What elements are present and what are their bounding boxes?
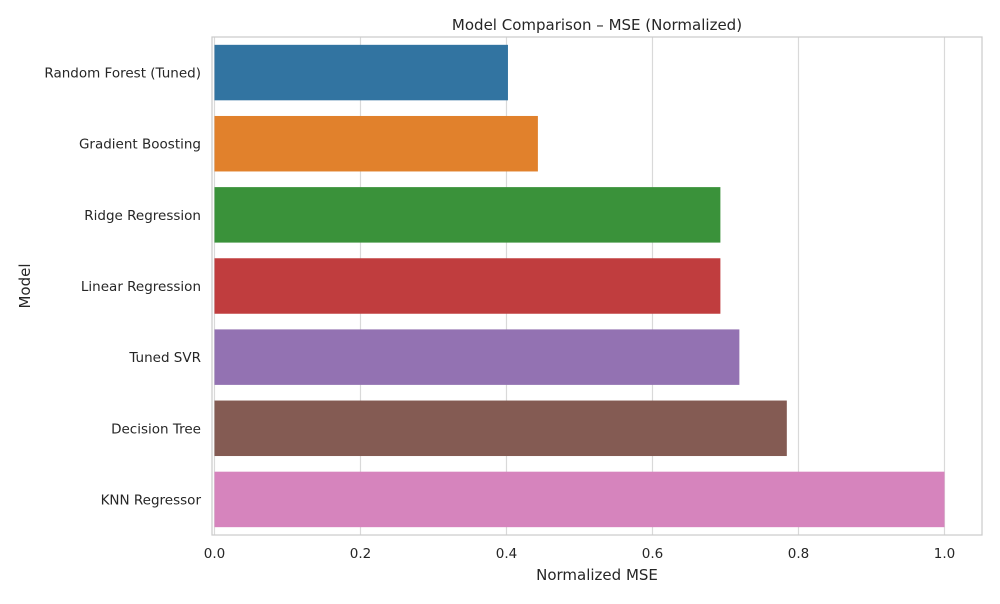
x-tick-label: 0.2 (350, 546, 371, 562)
bar (214, 115, 538, 172)
x-tick-label: 0.0 (204, 546, 225, 562)
bar (214, 258, 721, 314)
bar (214, 471, 945, 528)
x-tick-label: 1.0 (934, 546, 955, 562)
x-tick-label: 0.4 (496, 546, 517, 562)
x-tick-label: 0.8 (788, 546, 809, 562)
x-tick-labels: 0.0 0.2 0.4 0.6 0.8 1.0 (204, 546, 955, 562)
bar (214, 187, 721, 243)
y-tick-label: Decision Tree (111, 421, 201, 437)
x-axis-label: Normalized MSE (536, 566, 658, 584)
bars-layer (214, 44, 945, 528)
y-tick-label: Linear Regression (81, 279, 201, 295)
y-tick-label: Tuned SVR (128, 350, 201, 366)
y-tick-label: Ridge Regression (84, 208, 201, 224)
y-tick-label: Random Forest (Tuned) (44, 66, 201, 82)
y-tick-label: Gradient Boosting (79, 137, 201, 153)
bar (214, 329, 740, 385)
y-tick-labels: Random Forest (Tuned) Gradient Boosting Ri… (44, 66, 201, 509)
y-axis-label: Model (16, 263, 34, 308)
x-tick-label: 0.6 (642, 546, 663, 562)
bar (214, 400, 787, 457)
plot-frame (211, 36, 983, 536)
chart-title: Model Comparison – MSE (Normalized) (452, 16, 742, 34)
bar (214, 44, 508, 101)
y-tick-label: KNN Regressor (101, 492, 202, 508)
